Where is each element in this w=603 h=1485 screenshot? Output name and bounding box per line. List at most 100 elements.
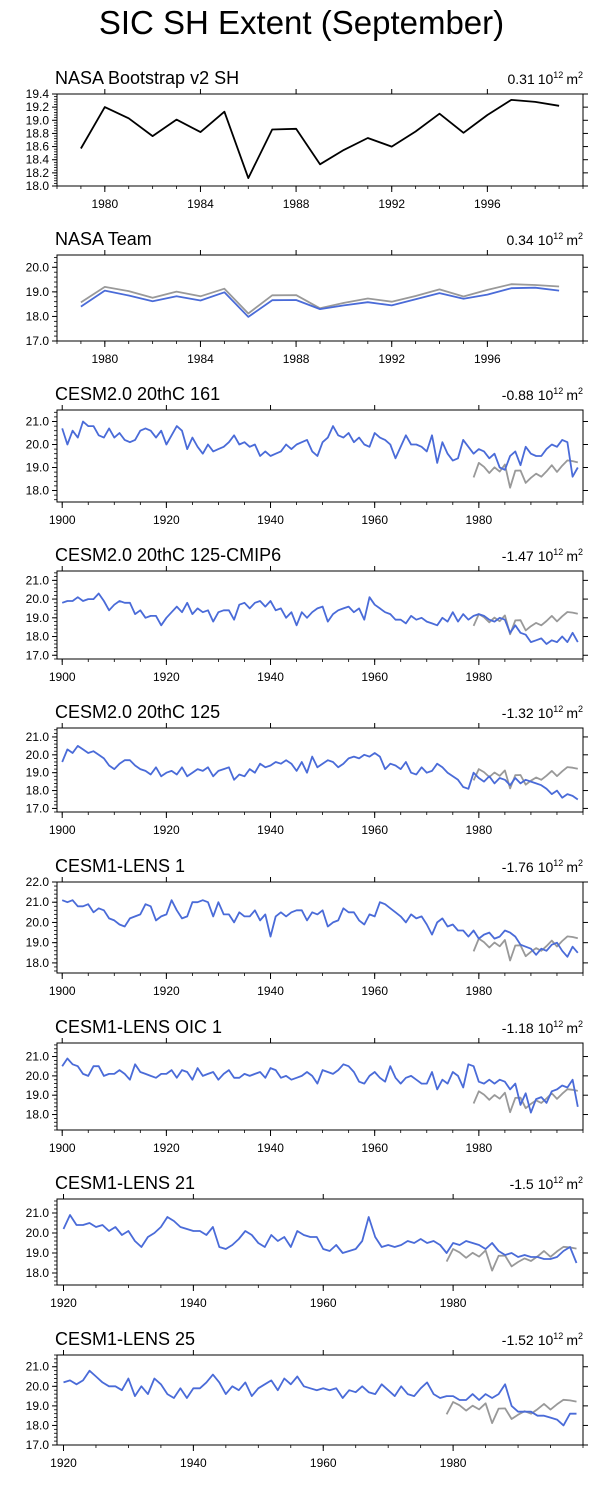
- trend-value: -1.5: [510, 1176, 534, 1192]
- x-tick-label: 1920: [153, 823, 180, 837]
- x-tick-label: 1940: [257, 823, 284, 837]
- trend-label: 0.31 1012 m2: [508, 70, 584, 87]
- x-tick-label: 1960: [361, 1141, 388, 1155]
- trend-unit: m: [566, 705, 578, 721]
- trend-unit: m: [566, 548, 578, 564]
- x-tick-label: 1988: [283, 352, 310, 366]
- series-line: [472, 766, 578, 790]
- chart-panel: CESM1-LENS 25 -1.52 1012 m2 17.0 18.0 19.0 20.0…: [26, 1329, 588, 1470]
- panel-title: CESM1-LENS OIC 1: [55, 1017, 222, 1037]
- trend-unit: m: [566, 859, 578, 875]
- y-tick-label: 21.0: [26, 573, 50, 587]
- trend-unit-exponent: 2: [578, 231, 583, 241]
- trend-base: 10: [538, 705, 554, 721]
- x-tick-label: 1900: [49, 984, 76, 998]
- x-tick-label: 1920: [153, 1141, 180, 1155]
- trend-value: 0.31: [508, 71, 535, 87]
- y-tick-label: 20.0: [26, 260, 50, 274]
- x-tick-label: 1980: [91, 352, 118, 366]
- trend-label: -1.76 1012 m2: [502, 858, 583, 875]
- y-tick-label: 19.0: [26, 461, 50, 475]
- trend-unit-exponent: 2: [578, 1175, 583, 1185]
- figure-title: SIC SH Extent (September): [98, 4, 505, 41]
- plot-frame: [56, 881, 584, 974]
- series-line: [472, 1088, 578, 1114]
- y-tick-label: 18.0: [26, 1108, 50, 1122]
- x-tick-label: 1960: [310, 1296, 337, 1310]
- chart-panel: CESM2.0 20thC 125 -1.32 1012 m2 17.0 18.0 19.0…: [26, 702, 588, 837]
- trend-unit-exponent: 2: [578, 704, 583, 714]
- y-tick-label: 18.6: [26, 140, 50, 154]
- y-tick-label: 19.0: [26, 611, 50, 625]
- x-tick-label: 1988: [283, 197, 310, 211]
- trend-base: 10: [538, 1176, 554, 1192]
- series-line: [62, 1214, 578, 1264]
- panel-title: CESM2.0 20thC 125-CMIP6: [55, 545, 281, 565]
- trend-unit: m: [566, 1020, 578, 1036]
- x-tick-label: 1960: [361, 513, 388, 527]
- plot-frame: [56, 1354, 584, 1446]
- plot-frame: [56, 1198, 584, 1286]
- panel-title: CESM1-LENS 1: [55, 856, 185, 876]
- y-tick-label: 18.0: [26, 484, 50, 498]
- x-tick-label: 1900: [49, 513, 76, 527]
- trend-label: -1.32 1012 m2: [502, 704, 583, 721]
- series-line: [61, 899, 579, 958]
- y-tick-label: 17.0: [26, 334, 50, 348]
- trend-unit-exponent: 2: [578, 547, 583, 557]
- x-tick-label: 1980: [440, 1456, 467, 1470]
- y-tick-label: 19.0: [26, 766, 50, 780]
- series-line: [80, 99, 560, 180]
- x-tick-label: 1980: [465, 984, 492, 998]
- y-tick-label: 20.0: [26, 438, 50, 452]
- trend-unit: m: [566, 71, 578, 87]
- chart-panel: CESM2.0 20thC 161 -0.88 1012 m2 18.0 19.0 20.0…: [26, 384, 588, 527]
- series-line: [472, 611, 578, 636]
- y-tick-label: 21.0: [26, 895, 50, 909]
- plot-frame: [56, 570, 584, 660]
- trend-label: -1.5 1012 m2: [510, 1175, 583, 1192]
- plot-frame: [56, 93, 584, 187]
- trend-base: 10: [538, 71, 554, 87]
- trend-unit-exponent: 2: [578, 386, 583, 396]
- y-tick-label: 19.0: [26, 113, 50, 127]
- y-tick-label: 18.0: [26, 1266, 50, 1280]
- chart-panel: CESM1-LENS 1 -1.76 1012 m2 18.0 19.0 20.0 21.0 2…: [26, 856, 588, 998]
- y-tick-label: 17.0: [26, 1438, 50, 1452]
- y-tick-label: 18.8: [26, 126, 50, 140]
- y-tick-label: 19.0: [26, 285, 50, 299]
- trend-base: 10: [538, 232, 554, 248]
- trend-exponent: 12: [553, 547, 563, 557]
- y-tick-label: 19.0: [26, 1246, 50, 1260]
- x-tick-label: 1996: [474, 197, 501, 211]
- x-tick-label: 1920: [50, 1296, 77, 1310]
- x-tick-label: 1940: [180, 1456, 207, 1470]
- series-line: [61, 592, 579, 645]
- y-tick-label: 17.0: [26, 648, 50, 662]
- y-tick-label: 21.0: [26, 1360, 50, 1374]
- x-tick-label: 1984: [187, 197, 214, 211]
- trend-value: -1.76: [502, 859, 534, 875]
- trend-label: -1.18 1012 m2: [502, 1019, 583, 1036]
- trend-exponent: 12: [553, 704, 563, 714]
- x-tick-label: 1940: [257, 1141, 284, 1155]
- x-tick-label: 1980: [465, 1141, 492, 1155]
- panel-title: CESM1-LENS 25: [55, 1329, 195, 1349]
- x-tick-label: 1992: [378, 197, 405, 211]
- y-tick-label: 20.0: [26, 915, 50, 929]
- trend-value: -1.52: [502, 1332, 534, 1348]
- series-line: [61, 745, 579, 801]
- trend-label: -1.47 1012 m2: [502, 547, 583, 564]
- x-tick-label: 1900: [49, 670, 76, 684]
- x-tick-label: 1980: [91, 197, 118, 211]
- trend-label: -0.88 1012 m2: [502, 386, 583, 403]
- trend-value: 0.34: [506, 232, 533, 248]
- chart-panel: CESM1-LENS 21 -1.5 1012 m2 18.0 19.0 20.0 21.0 1…: [26, 1173, 588, 1310]
- chart-panel: NASA Team 0.34 1012 m2 17.0 18.0 19.0 20.0 1980 1…: [26, 229, 588, 366]
- y-tick-label: 20.0: [26, 748, 50, 762]
- trend-unit: m: [566, 1332, 578, 1348]
- x-tick-label: 1980: [465, 823, 492, 837]
- x-tick-label: 1980: [440, 1296, 467, 1310]
- y-tick-label: 20.0: [26, 1069, 50, 1083]
- trend-unit-exponent: 2: [578, 858, 583, 868]
